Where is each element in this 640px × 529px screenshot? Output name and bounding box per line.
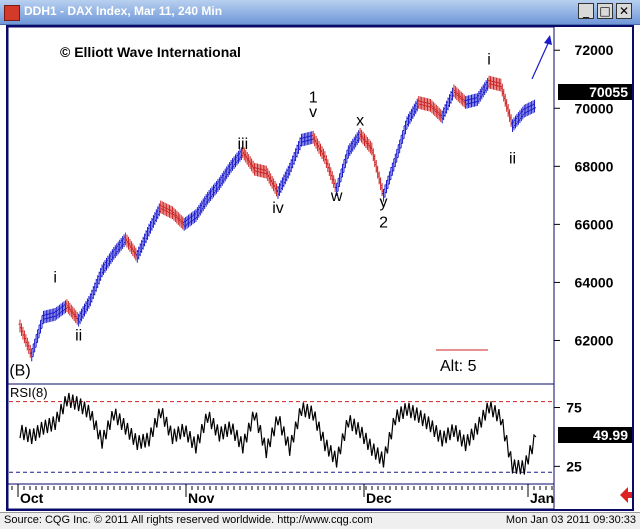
rsi-last-label: 49.99 (593, 427, 628, 443)
wave-label: i (53, 269, 57, 286)
window-title: DDH1 - DAX Index, Mar 11, 240 Min (24, 4, 223, 18)
wave-label: x (356, 113, 364, 130)
status-footer: Source: CQG Inc. © 2011 All rights reser… (0, 512, 640, 529)
wave-label: ii (75, 327, 82, 344)
timestamp-text: Mon Jan 03 2011 09:30:33 (505, 514, 636, 526)
month-label: Jan (530, 490, 554, 506)
price-tick-label: 64000 (575, 274, 614, 290)
wave-label: w (330, 188, 343, 205)
price-tick-label: 62000 (575, 332, 614, 348)
minimize-button[interactable]: _ (578, 3, 594, 19)
price-panel (8, 27, 555, 385)
source-text: Source: CQG Inc. © 2011 All rights reser… (4, 514, 373, 526)
rsi-series-line (19, 392, 537, 475)
rsi-tick-label: 25 (566, 458, 582, 474)
wave-label: ii (509, 150, 516, 167)
rsi-last-box (558, 427, 632, 443)
month-label: Oct (20, 490, 44, 506)
price-tick-label: 68000 (575, 158, 614, 174)
forecast-arrow (531, 38, 551, 80)
dax-chart[interactable]: © Elliott Wave International (B)iiiiiiiv… (8, 27, 632, 509)
chart-frame: © Elliott Wave International (B) i ii iii iv… (6, 25, 634, 511)
price-tick-label: 72000 (575, 42, 614, 58)
price-tick-label: 70000 (575, 100, 614, 116)
wave-label: 2 (379, 214, 388, 231)
wave-label: iv (272, 200, 284, 217)
wave-label: y (380, 194, 388, 211)
close-button[interactable]: ✕ (616, 3, 632, 19)
price-tick-label: 66000 (575, 216, 614, 232)
app-icon (4, 5, 20, 21)
month-label: Nov (188, 490, 215, 506)
maximize-button[interactable]: □ (597, 3, 613, 19)
wave-label: 1 (309, 89, 318, 106)
window-title-bar: DDH1 - DAX Index, Mar 11, 240 Min _ □ ✕ (0, 0, 640, 25)
time-axis (8, 483, 555, 509)
month-label: Dec (366, 490, 392, 506)
rsi-tick-label: 75 (566, 400, 582, 416)
wave-label: iii (237, 136, 248, 153)
rsi-title: RSI(8) (10, 385, 48, 400)
last-price-label: 70055 (589, 84, 628, 100)
wave-label: (B) (9, 362, 30, 379)
copyright-text: © Elliott Wave International (60, 44, 241, 60)
scroll-left-arrow-icon[interactable] (620, 487, 632, 503)
forecast-arrowhead (544, 35, 552, 45)
alt-label: Alt: 5 (440, 358, 477, 375)
last-price-box (558, 84, 632, 100)
wave-label: v (309, 104, 317, 121)
wave-label: i (487, 52, 491, 69)
